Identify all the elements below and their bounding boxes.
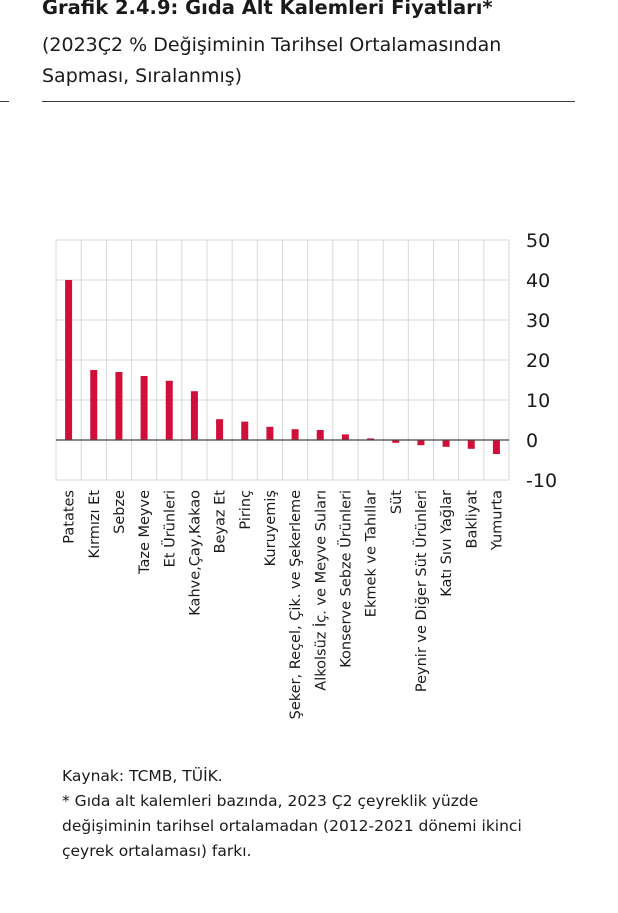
x-category-label: Süt — [389, 490, 405, 514]
edge-mark — [0, 101, 9, 102]
bar — [165, 380, 173, 440]
y-tick-label: 30 — [526, 310, 550, 332]
bar — [291, 429, 299, 440]
x-category-label: Beyaz Et — [213, 490, 229, 554]
y-tick-label: 40 — [526, 270, 550, 292]
y-tick-label: 0 — [526, 430, 538, 452]
bar — [367, 438, 375, 440]
bar — [140, 376, 148, 440]
y-tick-label: 50 — [526, 230, 550, 252]
x-category-label: Ekmek ve Tahıllar — [364, 490, 380, 617]
y-tick-label: -10 — [526, 470, 557, 492]
y-tick-label: 20 — [526, 350, 550, 372]
bar — [190, 391, 198, 440]
bar — [316, 430, 324, 440]
chart-subtitle: (2023Ç2 % Değişiminin Tarihsel Ortalamas… — [42, 34, 502, 87]
bar — [492, 440, 500, 454]
x-category-label: Peynir ve Diğer Süt Ürünleri — [412, 490, 430, 692]
bar — [467, 440, 475, 449]
bar — [417, 440, 425, 446]
header-rule — [42, 101, 575, 102]
source-note: Kaynak: TCMB, TÜİK. — [62, 767, 223, 785]
bar — [216, 419, 224, 440]
x-category-label: Bakliyat — [464, 490, 480, 549]
bar — [341, 434, 349, 440]
x-category-label: Alkolsüz İç. ve Meyve Suları — [311, 490, 329, 691]
x-category-label: Taze Meyve — [137, 490, 153, 575]
x-category-label: Şeker, Reçel, Çik. ve Şekerleme — [288, 490, 304, 719]
x-category-label: Et Ürünleri — [160, 490, 178, 567]
bar — [241, 421, 249, 440]
chart-title: Grafik 2.4.9: Gıda Alt Kalemleri Fiyatla… — [42, 0, 493, 19]
x-category-label: Yumurta — [489, 490, 505, 551]
bar — [442, 440, 450, 447]
footnote-line-1: * Gıda alt kalemleri bazında, 2023 Ç2 çe… — [62, 792, 479, 810]
footnote-line-3: çeyrek ortalaması) farkı. — [62, 842, 252, 860]
x-category-label: Sebze — [112, 490, 128, 534]
x-category-label: Kahve,Çay,Kakao — [187, 490, 203, 616]
bar — [392, 440, 400, 443]
x-category-label: Konserve Sebze Ürünleri — [336, 490, 354, 668]
x-category-label: Patates — [62, 490, 78, 544]
chart-footer: Kaynak: TCMB, TÜİK. * Gıda alt kalemleri… — [62, 764, 602, 864]
x-category-label: Katı Sıvı Yağlar — [439, 490, 455, 597]
footnote-line-2: değişiminin tarihsel ortalamadan (2012-2… — [62, 817, 522, 835]
x-category-label: Kuruyemiş — [263, 490, 279, 566]
bar-chart: 50 40 30 20 10 0 -10 Patates Kırmızı Et Sebze Taze… — [55, 230, 557, 719]
y-tick-label: 10 — [526, 390, 550, 412]
bar — [65, 280, 73, 440]
x-category-label: Kırmızı Et — [87, 490, 103, 559]
x-category-label: Pirinç — [238, 490, 254, 530]
bar — [266, 426, 274, 440]
bar — [90, 370, 98, 440]
bar — [115, 372, 123, 440]
